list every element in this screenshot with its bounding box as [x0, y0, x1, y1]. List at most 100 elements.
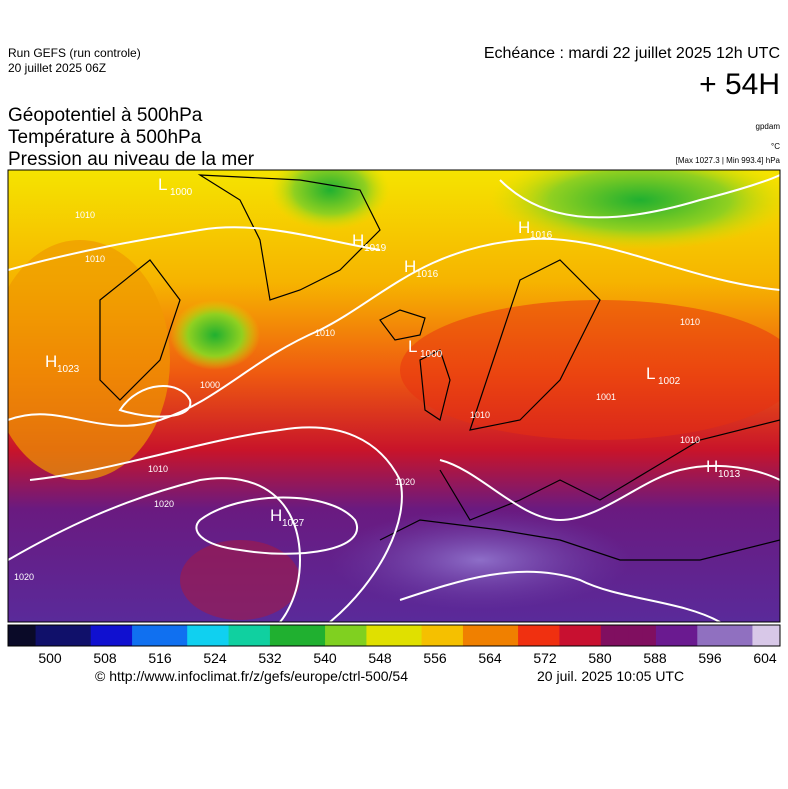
- colorbar-swatch: [711, 625, 726, 646]
- colorbar-frame: [7, 624, 781, 647]
- colorbar-swatch: [325, 625, 340, 646]
- center-letter: L: [408, 337, 417, 356]
- colorbar-tick-label: 572: [533, 650, 557, 666]
- colorbar-tick-label: 580: [588, 650, 612, 666]
- colorbar-swatch: [559, 625, 574, 646]
- center-letter: H: [706, 457, 718, 476]
- colorbar-swatch: [490, 625, 505, 646]
- run-date: 20 juillet 2025 06Z: [8, 61, 107, 75]
- center-value: 1023: [57, 364, 80, 375]
- colorbar-tick-label: 508: [93, 650, 117, 666]
- isobar-label: 1010: [85, 254, 105, 264]
- colorbar-tick-label: 500: [38, 650, 62, 666]
- colorbar-swatch: [338, 625, 354, 646]
- colorbar-swatch: [394, 625, 409, 646]
- colorbar-swatch: [766, 625, 781, 646]
- title: Pression au niveau de la mer: [8, 149, 255, 170]
- center-letter: H: [518, 218, 530, 237]
- isobar-label: 1010: [75, 210, 95, 220]
- center-value: 1013: [718, 469, 741, 480]
- generated-time: 20 juil. 2025 10:05 UTC: [537, 668, 685, 684]
- colorbar-swatch: [269, 625, 285, 646]
- colorbar-swatch: [573, 625, 588, 646]
- colorbar-tick-label: 516: [148, 650, 172, 666]
- center-letter: H: [270, 506, 282, 525]
- colorbar-swatch: [104, 625, 119, 646]
- unit: °C: [771, 142, 780, 151]
- colorbar-swatch: [655, 625, 671, 646]
- valid-time: Echéance : mardi 22 juillet 2025 12h UTC: [483, 45, 780, 62]
- colorbar-swatch: [531, 625, 547, 646]
- colorbar-swatch: [283, 625, 298, 646]
- colorbar-swatch: [49, 625, 64, 646]
- colorbar-swatch: [518, 625, 533, 646]
- colorbar-swatch: [187, 625, 202, 646]
- colorbar-swatch: [642, 625, 657, 646]
- colorbar-swatch: [311, 625, 326, 646]
- colorbar-swatch: [297, 625, 312, 646]
- colorbar-tick-label: 524: [203, 650, 227, 666]
- colorbar-swatch: [421, 625, 436, 646]
- unit: [Max 1027.3 | Min 993.4] hPa: [675, 156, 780, 165]
- colorbar-swatch: [738, 625, 753, 646]
- isobar-label: 1010: [315, 328, 335, 338]
- center-value: 1000: [170, 187, 193, 198]
- colorbar-tick-label: 556: [423, 650, 447, 666]
- colorbar-tick-label: 532: [258, 650, 282, 666]
- colorbar-swatch: [76, 625, 92, 646]
- map-field: [8, 170, 780, 622]
- title: Géopotentiel à 500hPa: [8, 105, 203, 126]
- colorbar-swatch: [173, 625, 188, 646]
- colorbar-tick-label: 588: [643, 650, 667, 666]
- colorbar-swatch: [407, 625, 423, 646]
- colorbar-swatch: [214, 625, 230, 646]
- isobar-label: 1010: [148, 464, 168, 474]
- colorbar-tick-label: 548: [368, 650, 392, 666]
- colorbar-swatch: [683, 625, 698, 646]
- colorbar-swatch: [587, 625, 602, 646]
- colorbar-swatch: [752, 625, 767, 646]
- colorbar-swatch: [145, 625, 161, 646]
- center-letter: L: [158, 175, 167, 194]
- colorbar-swatch: [462, 625, 478, 646]
- colorbar-swatch: [614, 625, 629, 646]
- center-letter: H: [45, 352, 57, 371]
- isobar-label: 1000: [200, 380, 220, 390]
- colorbar: 500 508 516 524 532 540 548 556 564 572 580 588 596 6…: [7, 624, 781, 666]
- colorbar-swatch: [697, 625, 712, 646]
- center-letter: H: [404, 257, 416, 276]
- isobar-label: 1020: [154, 499, 174, 509]
- isobar-label: 1010: [680, 317, 700, 327]
- center-letter: H: [352, 231, 364, 250]
- center-value: 1027: [282, 518, 305, 529]
- colorbar-swatch: [366, 625, 381, 646]
- colorbar-swatch: [35, 625, 50, 646]
- unit: gpdam: [755, 122, 780, 131]
- lead-time: + 54H: [699, 68, 780, 101]
- isobar-label: 1020: [395, 477, 415, 487]
- colorbar-swatch: [159, 625, 174, 646]
- colorbar-swatch: [352, 625, 367, 646]
- colorbar-swatch: [669, 625, 684, 646]
- colorbar-tick-label: 564: [478, 650, 502, 666]
- colorbar-swatch: [504, 625, 519, 646]
- center-letter: L: [646, 364, 655, 383]
- colorbar-tick-label: 604: [753, 650, 777, 666]
- colorbar-swatch: [90, 625, 105, 646]
- colorbar-swatch: [118, 625, 133, 646]
- colorbar-swatch: [545, 625, 560, 646]
- colorbar-swatch: [628, 625, 643, 646]
- colorbar-swatch: [21, 625, 37, 646]
- colorbar-tick-label: 596: [698, 650, 722, 666]
- center-value: 1019: [364, 243, 387, 254]
- colorbar-swatch: [132, 625, 147, 646]
- colorbar-swatch: [724, 625, 740, 646]
- center-value: 1002: [658, 376, 681, 387]
- title: Température à 500hPa: [8, 127, 202, 148]
- source-link: © http://www.infoclimat.fr/z/gefs/europe…: [95, 668, 409, 684]
- colorbar-tick-label: 540: [313, 650, 337, 666]
- isobar-label: 1010: [470, 410, 490, 420]
- colorbar-swatch: [435, 625, 450, 646]
